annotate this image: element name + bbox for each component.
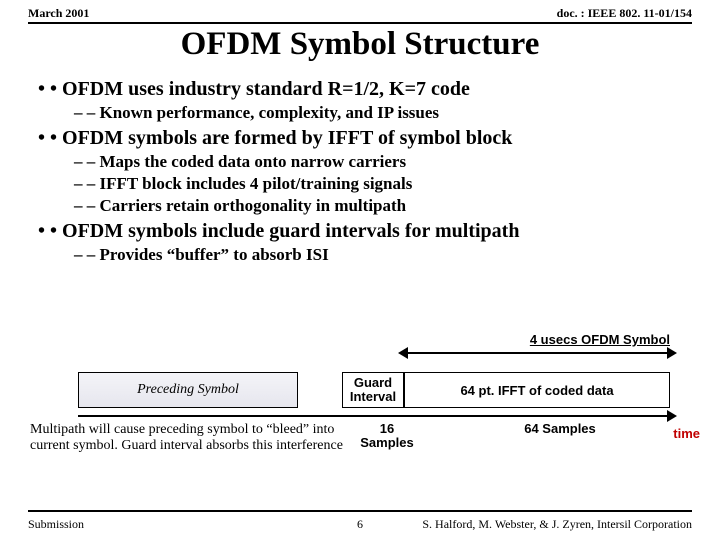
footer-left: Submission <box>28 517 84 532</box>
symbol-duration-label: 4 usecs OFDM Symbol <box>530 332 670 347</box>
guard-interval-box: Guard Interval <box>342 372 404 408</box>
bullet-l1: • OFDM symbols are formed by IFFT of sym… <box>38 127 700 150</box>
header-date: March 2001 <box>28 6 89 21</box>
arrow-span <box>405 352 670 354</box>
bullet-l1: • OFDM symbols include guard intervals f… <box>38 220 700 243</box>
caption-row: Multipath will cause preceding symbol to… <box>28 422 700 454</box>
content: • OFDM uses industry standard R=1/2, K=7… <box>38 74 700 267</box>
header-rule <box>28 22 692 24</box>
bullet-l2: – Provides “buffer” to absorb ISI <box>74 245 700 265</box>
bullet-l2: – IFFT block includes 4 pilot/training s… <box>74 174 700 194</box>
footer-right: S. Halford, M. Webster, & J. Zyren, Inte… <box>422 517 692 532</box>
time-label: time <box>673 426 700 441</box>
multipath-caption: Multipath will cause preceding symbol to… <box>28 422 348 454</box>
bullet-l1: • OFDM uses industry standard R=1/2, K=7… <box>38 78 700 101</box>
footer-rule <box>28 510 692 512</box>
page-title: OFDM Symbol Structure <box>0 26 720 63</box>
time-axis <box>78 415 670 417</box>
time-axis-head <box>667 410 677 422</box>
samples-16-label: 16 Samples <box>354 422 420 454</box>
diagram: 4 usecs OFDM Symbol Preceding Symbol Gua… <box>28 332 700 492</box>
ifft-box: 64 pt. IFFT of coded data <box>404 372 670 408</box>
samples-64-label: 64 Samples <box>420 422 700 454</box>
bullet-l2: – Maps the coded data onto narrow carrie… <box>74 152 700 172</box>
header-doc: doc. : IEEE 802. 11-01/154 <box>557 6 692 21</box>
symbol-boxes: Preceding Symbol Guard Interval 64 pt. I… <box>78 372 670 408</box>
arrow-right-head <box>667 347 677 359</box>
header: March 2001 doc. : IEEE 802. 11-01/154 <box>28 6 692 21</box>
bullet-l2: – Known performance, complexity, and IP … <box>74 103 700 123</box>
bullet-l2: – Carriers retain orthogonality in multi… <box>74 196 700 216</box>
preceding-symbol-box: Preceding Symbol <box>78 372 298 408</box>
footer: Submission S. Halford, M. Webster, & J. … <box>28 517 692 532</box>
